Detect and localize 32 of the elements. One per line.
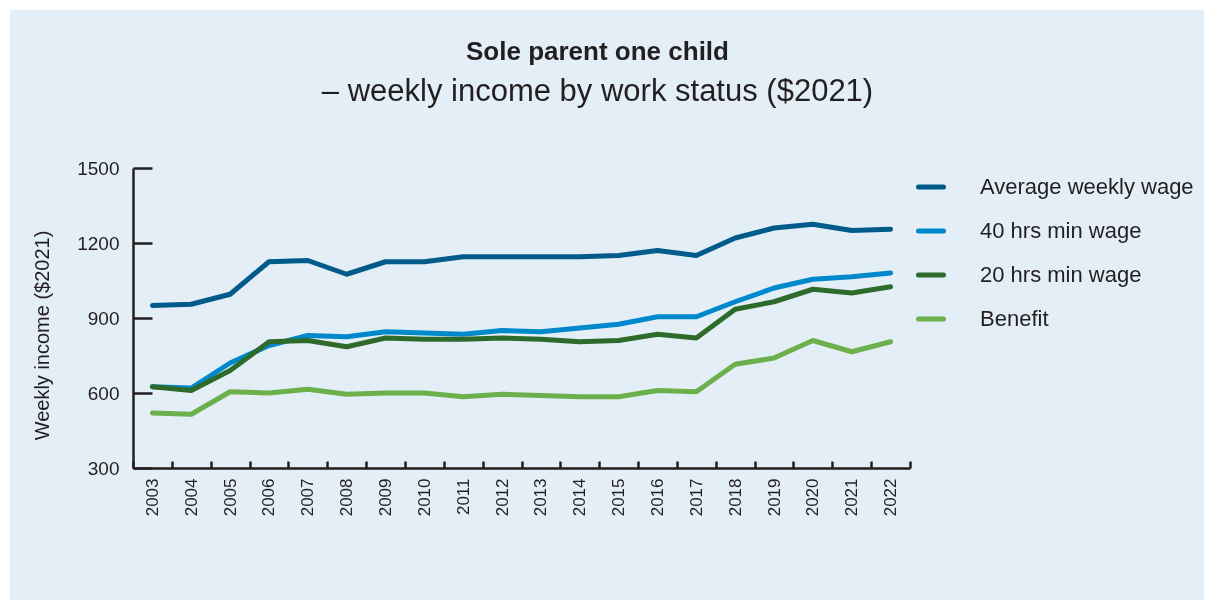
x-tick-label: 2007: [298, 478, 318, 517]
x-tick-label: 2015: [609, 478, 629, 517]
chart-subtitle: – weekly income by work status ($2021): [321, 73, 874, 108]
y-tick-label: 1200: [77, 232, 120, 254]
chart-title: Sole parent one child: [466, 36, 729, 66]
x-tick-label: 2017: [686, 478, 706, 517]
x-tick-label: 2010: [414, 478, 434, 517]
x-tick-label: 2006: [259, 478, 279, 517]
x-tick-label: 2016: [647, 478, 667, 517]
y-tick-label: 600: [87, 382, 120, 404]
x-tick-label: 2012: [492, 478, 512, 517]
y-tick-label: 300: [87, 457, 120, 479]
legend-label: 40 hrs min wage: [980, 218, 1142, 243]
legend-label: 20 hrs min wage: [980, 262, 1142, 287]
x-tick-label: 2009: [376, 478, 396, 517]
x-tick-label: 2005: [220, 478, 240, 517]
x-tick-label: 2020: [803, 478, 823, 517]
y-tick-label: 900: [87, 307, 120, 329]
x-tick-label: 2018: [725, 478, 745, 517]
x-tick-label: 2019: [764, 478, 784, 517]
x-tick-label: 2011: [453, 478, 473, 516]
legend-label: Average weekly wage: [980, 174, 1194, 199]
legend-label: Benefit: [980, 306, 1049, 331]
x-tick-label: 2004: [181, 478, 201, 517]
x-tick-label: 2003: [142, 478, 162, 517]
x-tick-label: 2021: [842, 478, 862, 517]
y-tick-label: 1500: [77, 157, 120, 179]
y-axis-title: Weekly income ($2021): [30, 230, 53, 441]
x-tick-label: 2008: [337, 478, 357, 517]
x-tick-label: 2022: [881, 478, 901, 517]
x-tick-label: 2014: [570, 478, 590, 517]
x-tick-label: 2013: [531, 478, 551, 517]
